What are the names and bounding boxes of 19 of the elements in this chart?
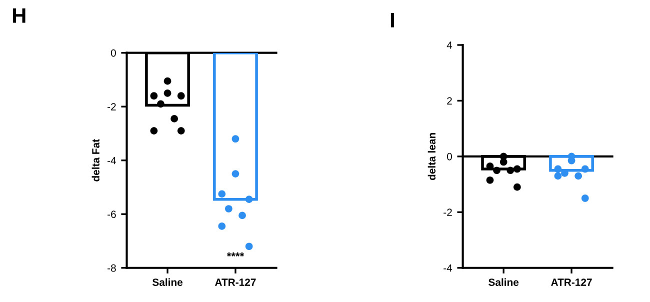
y-tick-label: 4	[446, 42, 452, 49]
y-tick-label: -4	[444, 264, 452, 272]
y-tick-label: 0	[110, 49, 116, 57]
x-tick-label: Saline	[488, 278, 519, 286]
x-tick-label: Saline	[152, 278, 183, 286]
chart-title: I	[390, 12, 394, 28]
y-tick-label: -8	[108, 264, 116, 272]
y-axis-title: delta Fat	[92, 139, 100, 182]
y-tick-label: 0	[447, 152, 452, 160]
y-tick-label: -2	[108, 103, 116, 110]
y-tick-label: -6	[108, 210, 116, 218]
annotation: ****	[226, 252, 244, 256]
y-tick-label: -4	[108, 156, 116, 164]
y-tick-label: 2	[447, 97, 452, 104]
chart-title: H	[13, 8, 26, 23]
x-tick-label: ATR-127	[214, 278, 256, 286]
y-tick-label: -2	[444, 208, 452, 216]
x-tick-label: ATR-127	[551, 278, 592, 286]
y-axis-title: delta lean	[428, 133, 436, 180]
